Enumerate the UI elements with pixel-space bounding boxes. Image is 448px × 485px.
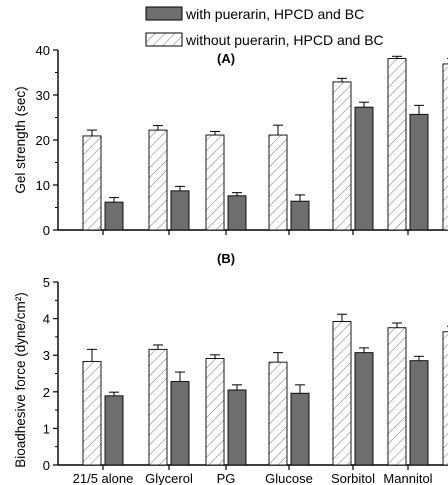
bar-hatched-a (82, 135, 102, 231)
bar-hatched-b (148, 348, 168, 466)
y-tick-label-a: 0 (43, 223, 50, 238)
bar-hatched-b (205, 358, 225, 466)
bar-hatched-a (387, 58, 407, 231)
y-tick-label-a: 20 (36, 133, 50, 148)
bar-hatched-b (442, 331, 448, 466)
x-tick-label: Glucose (265, 471, 313, 485)
legend-label-hatched: without puerarin, HPCD and BC (185, 32, 384, 48)
y-tick-label-b: 5 (43, 275, 50, 290)
x-tick-label: PG (217, 471, 236, 485)
bar-solid-b (104, 395, 124, 466)
legend-swatch-solid (145, 6, 183, 21)
y-tick-label-b: 1 (43, 421, 50, 436)
y-tick-label-a: 30 (36, 88, 50, 103)
bar-solid-a (290, 200, 310, 231)
bar-solid-b (290, 392, 310, 466)
x-tick-label: 21/5 alone (73, 471, 134, 485)
bar-hatched-b (387, 327, 407, 466)
panel-label-b: (B) (217, 251, 235, 266)
bar-hatched-a (205, 134, 225, 231)
bar-solid-b (227, 389, 247, 466)
bar-hatched-a (148, 129, 168, 231)
bar-solid-a (170, 190, 190, 231)
y-tick-label-a: 40 (36, 43, 50, 58)
legend: with puerarin, HPCD and BC without puera… (145, 6, 384, 48)
y-tick-label-b: 0 (43, 458, 50, 473)
bar-hatched-a (268, 134, 288, 231)
panel-a-plot: 0 10 20 30 40 (36, 43, 448, 238)
bar-solid-b (354, 352, 374, 466)
bar-hatched-b (332, 321, 352, 466)
bar-solid-a (409, 113, 429, 231)
x-tick-label: Sorbitol (331, 471, 375, 485)
panel-label-a: (A) (217, 51, 235, 66)
x-tick-label: Mannitol (383, 471, 432, 485)
y-axis-title-a: Gel strength (sec) (13, 86, 28, 193)
bar-solid-a (227, 195, 247, 231)
y-axis-title-b: Bioadhesive force (dyne/cm²) (13, 292, 28, 468)
bar-hatched-a (442, 63, 448, 231)
bar-hatched-b (268, 361, 288, 466)
y-tick-label-b: 4 (43, 312, 50, 327)
y-tick-label-a: 10 (36, 178, 50, 193)
y-tick-label-b: 3 (43, 348, 50, 363)
legend-swatch-hatched (145, 32, 183, 47)
bar-solid-b (409, 360, 429, 466)
bar-solid-a (354, 106, 374, 231)
panel-b-plot: 0 1 2 3 4 5 21/5 alone Glycerol PG Glucose Sorbito… (43, 275, 448, 485)
bar-hatched-b (82, 360, 102, 466)
bar-hatched-a (332, 81, 352, 231)
legend-label-solid: with puerarin, HPCD and BC (185, 6, 364, 22)
y-tick-label-b: 2 (43, 385, 50, 400)
bar-solid-a (104, 201, 124, 231)
bar-solid-b (170, 381, 190, 466)
x-tick-label: Glycerol (145, 471, 193, 485)
